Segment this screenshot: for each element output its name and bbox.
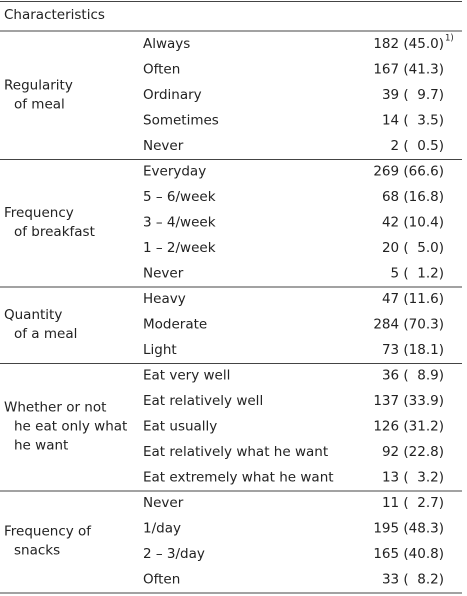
group-label: Frequency <box>4 205 74 221</box>
group-label: of breakfast <box>14 224 95 240</box>
option: 1/day <box>143 520 181 536</box>
group-label: Quantity <box>4 307 62 323</box>
option: 3 – 4/week <box>143 214 216 230</box>
value: 13 ( 3.2) <box>382 469 444 485</box>
value: 33 ( 8.2) <box>382 571 444 587</box>
option: Eat extremely what he want <box>143 469 334 485</box>
value: 137 (33.9) <box>373 393 444 409</box>
value: 167 (41.3) <box>373 61 444 77</box>
group-label: of a meal <box>14 326 77 342</box>
option: Never <box>143 138 184 154</box>
value: 42 (10.4) <box>382 214 444 230</box>
value: 284 (70.3) <box>373 316 444 332</box>
option: Eat usually <box>143 418 217 434</box>
group-label: Whether or not <box>4 399 106 415</box>
option: Ordinary <box>143 87 202 103</box>
value: 2 ( 0.5) <box>391 138 444 154</box>
value: 269 (66.6) <box>373 163 444 179</box>
option: 1 – 2/week <box>143 240 216 256</box>
value: 36 ( 8.9) <box>382 367 444 383</box>
value: 165 (40.8) <box>373 546 444 562</box>
value: 39 ( 9.7) <box>382 87 444 103</box>
option: Eat relatively what he want <box>143 444 328 460</box>
option: Moderate <box>143 316 207 332</box>
option: Eat relatively well <box>143 393 263 409</box>
group-label: of meal <box>14 96 65 112</box>
option: Often <box>143 571 180 587</box>
option: 5 – 6/week <box>143 189 216 205</box>
group-label: Frequency of <box>4 524 92 540</box>
value: 126 (31.2) <box>373 418 444 434</box>
option: Never <box>143 495 184 511</box>
value: 11 ( 2.7) <box>382 495 444 511</box>
group-label: he want <box>14 437 68 453</box>
option: Light <box>143 342 177 358</box>
option: Never <box>143 265 184 281</box>
value: 195 (48.3) <box>373 520 444 536</box>
option: Always <box>143 36 190 52</box>
value: 47 (11.6) <box>382 291 444 307</box>
option: Everyday <box>143 163 206 179</box>
value: 14 ( 3.5) <box>382 112 444 128</box>
header: Characteristics <box>4 7 105 23</box>
value: 5 ( 1.2) <box>391 265 444 281</box>
value: 92 (22.8) <box>382 444 444 460</box>
value: 20 ( 5.0) <box>382 240 444 256</box>
option: Eat very well <box>143 367 230 383</box>
option: Often <box>143 61 180 77</box>
option: Heavy <box>143 291 186 307</box>
value: 73 (18.1) <box>382 342 444 358</box>
group-label: Regularity <box>4 77 73 93</box>
value: 68 (16.8) <box>382 189 444 205</box>
footnote-mark: 1) <box>445 33 454 43</box>
group-label: he eat only what <box>14 418 127 434</box>
option: Sometimes <box>143 112 219 128</box>
option: 2 – 3/day <box>143 546 205 562</box>
value: 182 (45.0) <box>373 36 444 52</box>
group-label: snacks <box>14 543 60 559</box>
